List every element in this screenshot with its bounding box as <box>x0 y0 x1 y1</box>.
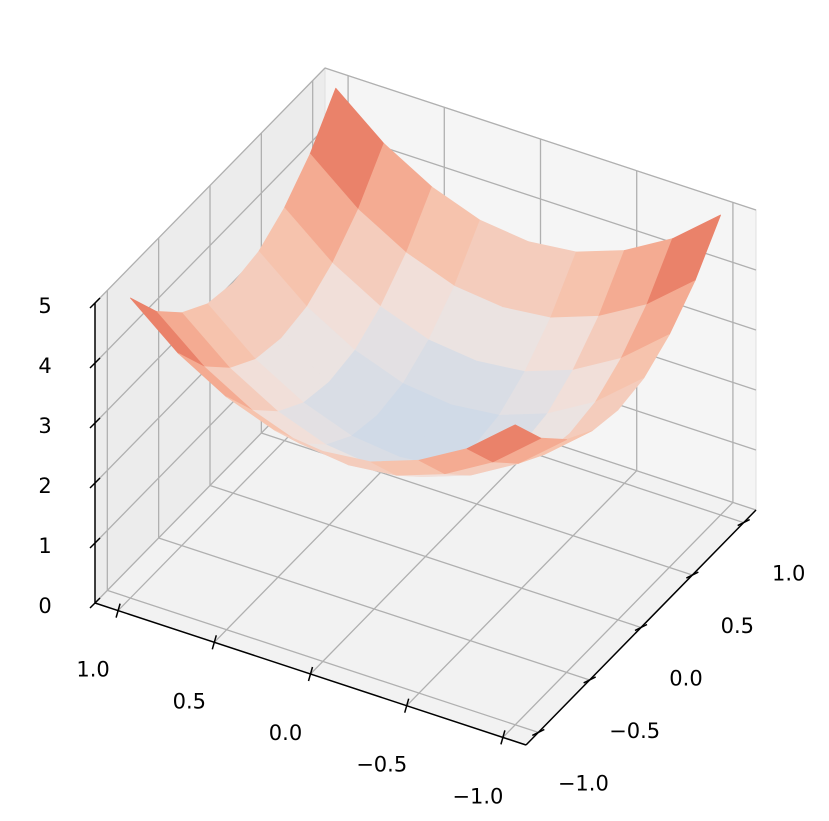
tick-mark <box>307 666 314 682</box>
tick-mark <box>737 518 751 527</box>
grid-line <box>94 127 326 364</box>
tick-mark <box>211 635 218 650</box>
z-tick-label: 2 <box>38 474 51 498</box>
tick-mark <box>89 297 101 309</box>
tick-mark <box>500 730 506 745</box>
grid-line <box>324 67 757 211</box>
z-tick-label: 1 <box>38 534 51 558</box>
surface-face <box>466 424 542 463</box>
tick-mark <box>583 676 596 684</box>
tick-mark <box>686 571 699 579</box>
y-tick-label: −0.5 <box>609 719 660 743</box>
tick-mark <box>89 357 101 369</box>
z-tick-label: 5 <box>38 294 51 318</box>
z-tick-label: 0 <box>38 594 51 618</box>
grid-line <box>209 484 642 629</box>
x-tick-label: 0.0 <box>269 721 302 745</box>
tick-mark <box>115 603 121 618</box>
tick-mark <box>89 477 101 489</box>
tick-mark <box>403 698 410 713</box>
grid-line <box>158 537 590 681</box>
z-tick-label: 3 <box>38 414 51 438</box>
y-tick-label: −1.0 <box>558 771 609 795</box>
x-tick-label: 1.0 <box>76 658 109 682</box>
tick-mark <box>89 597 101 609</box>
tick-mark <box>531 728 545 737</box>
tick-mark <box>634 623 648 632</box>
grid-line <box>107 589 539 734</box>
y-tick-label: 0.5 <box>721 614 754 638</box>
grid-line <box>94 67 326 304</box>
y-tick-label: 1.0 <box>772 562 805 586</box>
x-tick-label: 0.5 <box>173 689 206 713</box>
x-tick-label: −0.5 <box>356 753 407 777</box>
z-tick-label: 4 <box>38 354 51 378</box>
tick-mark <box>89 537 101 549</box>
tick-mark <box>89 417 101 429</box>
y-tick-label: 0.0 <box>669 667 702 691</box>
x-tick-label: −1.0 <box>452 784 503 808</box>
